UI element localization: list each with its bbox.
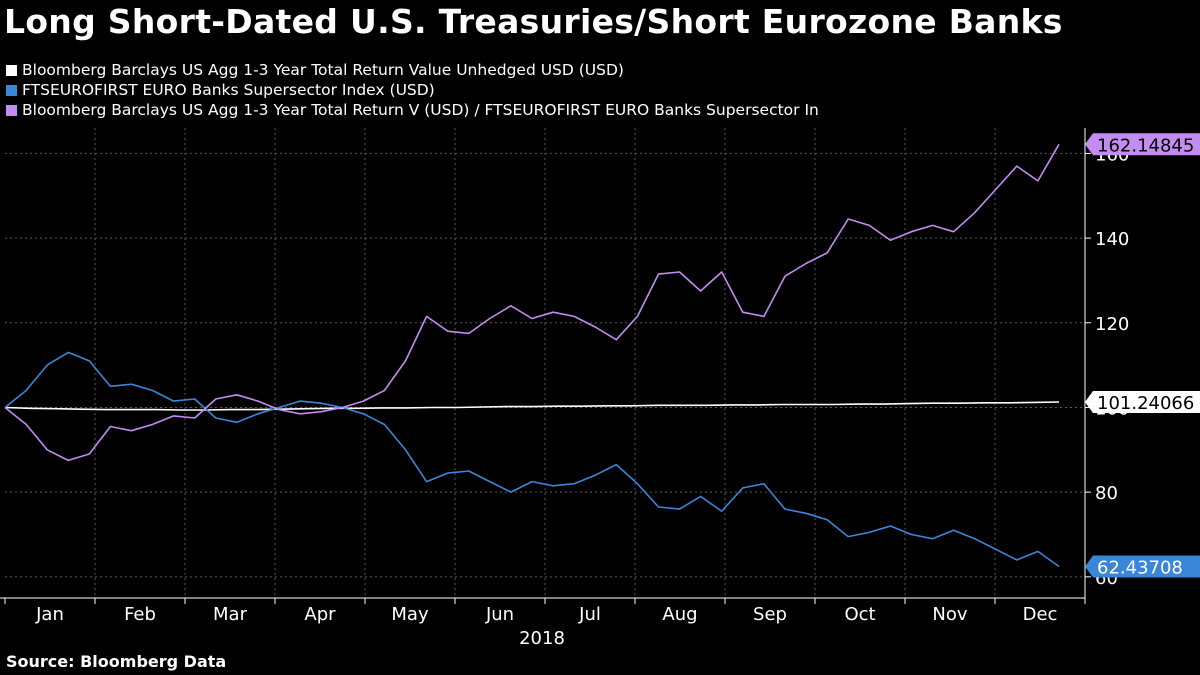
legend-item-agg-index: Bloomberg Barclays US Agg 1-3 Year Total…: [6, 61, 624, 79]
x-tick-label: Jun: [485, 604, 514, 625]
legend-swatch: [6, 64, 17, 76]
y-tick-label: 140: [1095, 229, 1129, 250]
y-tick-label: 80: [1095, 483, 1118, 504]
x-tick-label: Apr: [304, 604, 336, 625]
x-tick-label: Aug: [662, 604, 697, 625]
last-value-tag: [1085, 555, 1200, 578]
x-axis-label: 2018: [519, 628, 565, 649]
legend-swatch: [6, 104, 17, 116]
legend-label: Bloomberg Barclays US Agg 1-3 Year Total…: [22, 61, 624, 79]
source-note: Source: Bloomberg Data: [6, 652, 227, 671]
series-line-2: [4, 143, 1060, 462]
legend-item-euro-banks: FTSEUROFIRST EURO Banks Supersector Inde…: [6, 81, 435, 99]
x-tick-label: Dec: [1023, 604, 1058, 625]
x-tick-label: Sep: [753, 604, 787, 625]
x-tick-label: Feb: [124, 604, 156, 625]
series-line-1: [4, 351, 1060, 568]
legend-item-ratio: Bloomberg Barclays US Agg 1-3 Year Total…: [6, 101, 819, 119]
last-value-tag: [1085, 390, 1200, 413]
last-value-label: 101.24066: [1097, 393, 1194, 414]
legend-label: Bloomberg Barclays US Agg 1-3 Year Total…: [22, 101, 819, 119]
y-tick-label: 120: [1095, 314, 1129, 335]
x-tick-label: Oct: [844, 604, 875, 625]
last-value-label: 62.43708: [1097, 557, 1183, 578]
last-value-label: 162.14845: [1097, 135, 1194, 156]
chart-title: Long Short-Dated U.S. Treasuries/Short E…: [4, 2, 1063, 41]
x-tick-label: Mar: [213, 604, 248, 625]
legend-swatch: [6, 84, 17, 96]
x-tick-label: Jan: [35, 604, 64, 625]
series-line-0: [4, 401, 1060, 411]
x-tick-label: May: [391, 604, 429, 625]
last-value-tag: [1085, 133, 1200, 156]
x-tick-label: Jul: [578, 604, 601, 625]
legend-label: FTSEUROFIRST EURO Banks Supersector Inde…: [22, 81, 435, 99]
x-tick-label: Nov: [932, 604, 967, 625]
